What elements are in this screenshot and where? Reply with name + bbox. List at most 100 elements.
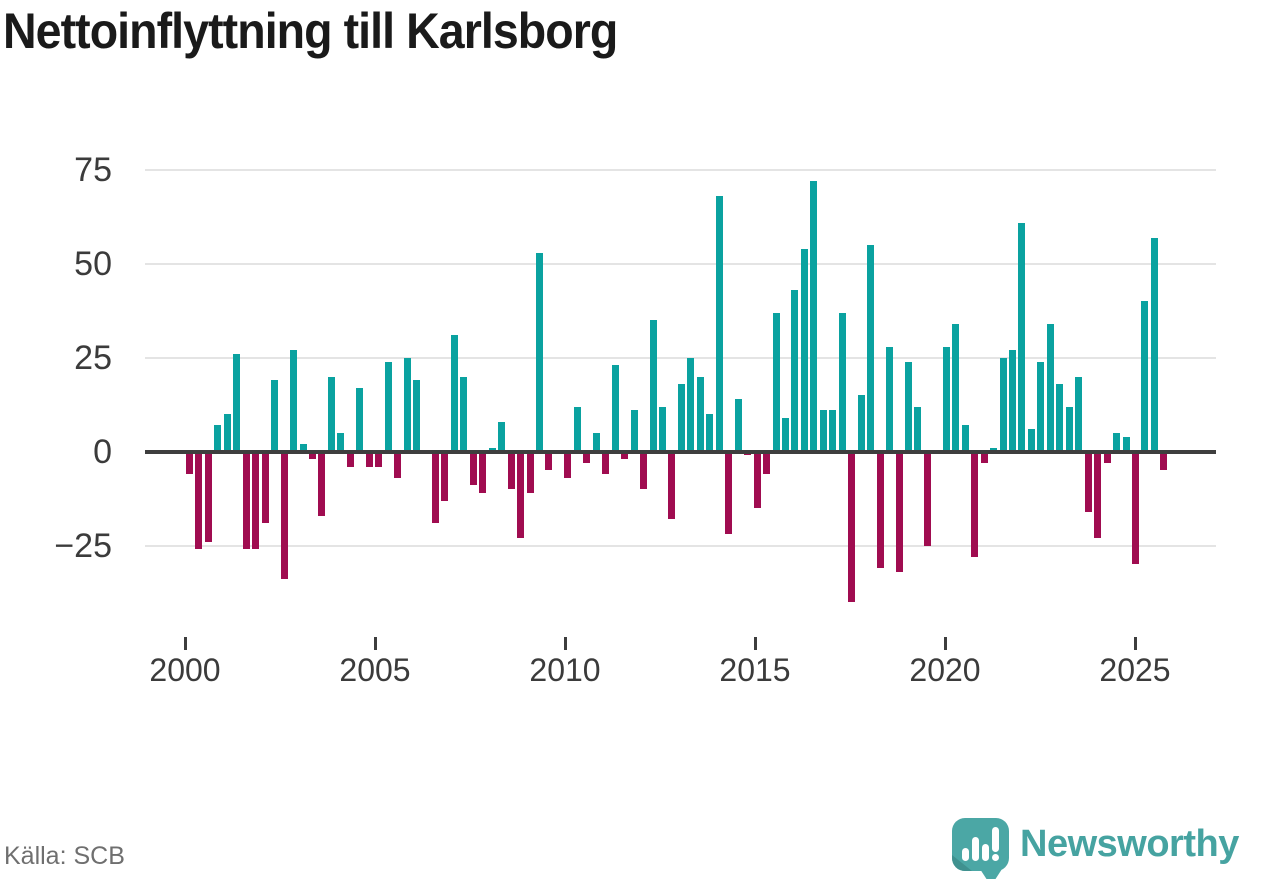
bar-quarter-84 xyxy=(980,450,988,463)
bar-quarter-43 xyxy=(592,432,600,453)
bar-quarter-40 xyxy=(564,450,572,478)
logo-exclamation-dot xyxy=(992,854,999,861)
bar-quarter-76 xyxy=(904,361,912,453)
bar-quarter-66 xyxy=(810,181,818,453)
bar-quarter-31 xyxy=(479,450,487,493)
bar-quarter-94 xyxy=(1075,376,1083,453)
x-axis-tick-2025 xyxy=(1133,637,1137,650)
x-axis-tick-2000 xyxy=(183,637,187,650)
logo-bar-short xyxy=(962,848,969,861)
bar-quarter-52 xyxy=(677,384,685,453)
x-axis-label: 2015 xyxy=(719,652,791,688)
bar-quarter-30 xyxy=(469,450,477,486)
x-axis-tick-2005 xyxy=(373,637,377,650)
x-axis-tick-2015 xyxy=(753,637,757,650)
bar-quarter-35 xyxy=(517,450,525,539)
source-note: Källa: SCB xyxy=(4,842,125,870)
bar-quarter-12 xyxy=(299,444,307,453)
bar-quarter-54 xyxy=(696,376,704,453)
bar-quarter-73 xyxy=(876,450,884,569)
gridline-y-25 xyxy=(145,356,1216,359)
bar-quarter-78 xyxy=(923,450,931,546)
bar-quarter-17 xyxy=(346,450,354,467)
bar-quarter-62 xyxy=(772,312,780,453)
bar-quarter-28 xyxy=(450,335,458,453)
bar-quarter-0 xyxy=(186,450,193,475)
bar-quarter-65 xyxy=(800,248,808,453)
bar-quarter-60 xyxy=(753,450,761,509)
bar-quarter-75 xyxy=(895,450,903,572)
bar-quarter-97 xyxy=(1103,450,1111,463)
bar-quarter-90 xyxy=(1037,361,1045,453)
page-title: Nettoinflyttning till Karlsborg xyxy=(3,3,618,59)
bar-quarter-26 xyxy=(431,450,439,524)
x-axis-tick-2020 xyxy=(943,637,947,650)
bar-quarter-102 xyxy=(1150,237,1158,453)
x-axis-label: 2010 xyxy=(529,652,601,688)
bar-quarter-2 xyxy=(204,450,212,542)
x-axis-zero-line xyxy=(145,449,1216,454)
y-axis-label: −25 xyxy=(54,526,112,565)
y-axis-label: 75 xyxy=(74,151,112,189)
x-axis-tick-2010 xyxy=(563,637,567,650)
bar-quarter-71 xyxy=(857,395,865,453)
bar-quarter-87 xyxy=(1009,350,1017,453)
bar-quarter-74 xyxy=(886,346,894,453)
bar-quarter-103 xyxy=(1160,450,1168,471)
bar-quarter-67 xyxy=(819,410,827,453)
bar-quarter-21 xyxy=(384,361,392,453)
bar-quarter-55 xyxy=(706,414,714,453)
bar-quarter-7 xyxy=(252,450,260,550)
bar-quarter-22 xyxy=(394,450,402,478)
bar-quarter-45 xyxy=(611,365,619,453)
x-axis-label: 2000 xyxy=(149,652,221,688)
bar-quarter-96 xyxy=(1094,450,1102,539)
bar-quarter-82 xyxy=(961,425,969,453)
bar-quarter-42 xyxy=(583,450,591,463)
bar-quarter-92 xyxy=(1056,384,1064,453)
bar-quarter-29 xyxy=(460,376,468,453)
bar-quarter-4 xyxy=(223,414,231,453)
gridline-y-75 xyxy=(145,169,1216,171)
bar-quarter-38 xyxy=(545,450,553,471)
logo-bar-medium xyxy=(982,844,989,861)
bar-quarter-88 xyxy=(1018,222,1026,453)
bar-quarter-95 xyxy=(1084,450,1092,512)
bar-quarter-13 xyxy=(308,450,316,460)
bar-quarter-48 xyxy=(640,450,648,490)
x-axis-label: 2025 xyxy=(1099,652,1171,688)
newsworthy-logo: Newsworthy xyxy=(948,816,1260,879)
bar-quarter-8 xyxy=(261,450,269,524)
x-axis-label: 2005 xyxy=(339,652,411,688)
bar-quarter-37 xyxy=(536,252,544,453)
y-axis-label: 50 xyxy=(74,244,112,283)
bar-quarter-99 xyxy=(1122,436,1130,453)
bar-quarter-1 xyxy=(195,450,203,550)
bar-quarter-27 xyxy=(441,450,449,501)
bar-quarter-6 xyxy=(242,450,250,550)
bar-quarter-69 xyxy=(838,312,846,453)
bar-quarter-44 xyxy=(602,450,610,475)
bar-quarter-86 xyxy=(999,357,1007,453)
bar-quarter-36 xyxy=(526,450,534,493)
bar-quarter-3 xyxy=(214,425,222,453)
bar-quarter-93 xyxy=(1065,406,1073,453)
y-axis-label: 0 xyxy=(93,432,112,471)
bar-quarter-49 xyxy=(649,320,657,453)
bar-quarter-9 xyxy=(271,380,279,453)
bar-quarter-19 xyxy=(365,450,373,467)
x-axis-label: 2020 xyxy=(909,652,981,688)
bar-quarter-72 xyxy=(867,245,875,453)
bar-quarter-70 xyxy=(848,450,856,602)
bar-quarter-81 xyxy=(952,323,960,453)
bar-quarter-80 xyxy=(942,346,950,453)
bar-quarter-46 xyxy=(621,450,629,460)
bar-quarter-57 xyxy=(725,450,733,535)
bar-quarter-50 xyxy=(659,406,666,453)
bar-quarter-64 xyxy=(791,290,799,453)
logo-exclamation-icon xyxy=(992,827,999,852)
bar-quarter-98 xyxy=(1113,432,1121,453)
bar-quarter-53 xyxy=(687,357,695,453)
